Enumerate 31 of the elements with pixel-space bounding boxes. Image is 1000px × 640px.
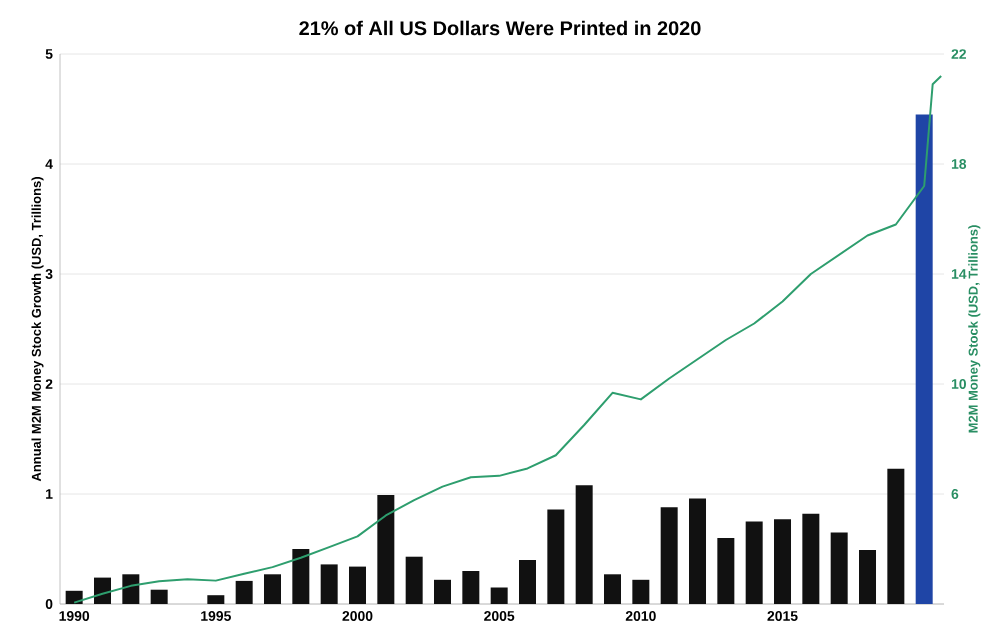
bar <box>320 564 338 604</box>
bar <box>575 485 593 604</box>
bar <box>490 587 508 604</box>
bar <box>859 550 877 604</box>
bar <box>547 509 565 604</box>
bar <box>604 574 622 604</box>
bar <box>292 549 310 604</box>
bar <box>915 114 933 604</box>
bar <box>462 571 480 604</box>
bar <box>349 566 367 604</box>
chart-title: 21% of All US Dollars Were Printed in 2020 <box>299 20 701 36</box>
bar <box>264 574 281 604</box>
bar <box>150 589 168 604</box>
bar <box>802 513 820 604</box>
bar <box>94 577 111 604</box>
bar <box>122 574 140 604</box>
bar <box>774 519 792 604</box>
bar <box>235 580 253 604</box>
bar <box>689 498 707 604</box>
bar <box>434 579 452 604</box>
bar <box>745 521 763 604</box>
bar <box>717 538 735 604</box>
bar <box>830 532 848 604</box>
bar <box>65 590 83 604</box>
bar <box>405 556 423 604</box>
bar <box>887 468 905 604</box>
bar <box>207 595 225 604</box>
bar <box>660 507 678 604</box>
bar <box>632 579 650 604</box>
bar <box>377 495 395 604</box>
bar <box>519 560 537 604</box>
